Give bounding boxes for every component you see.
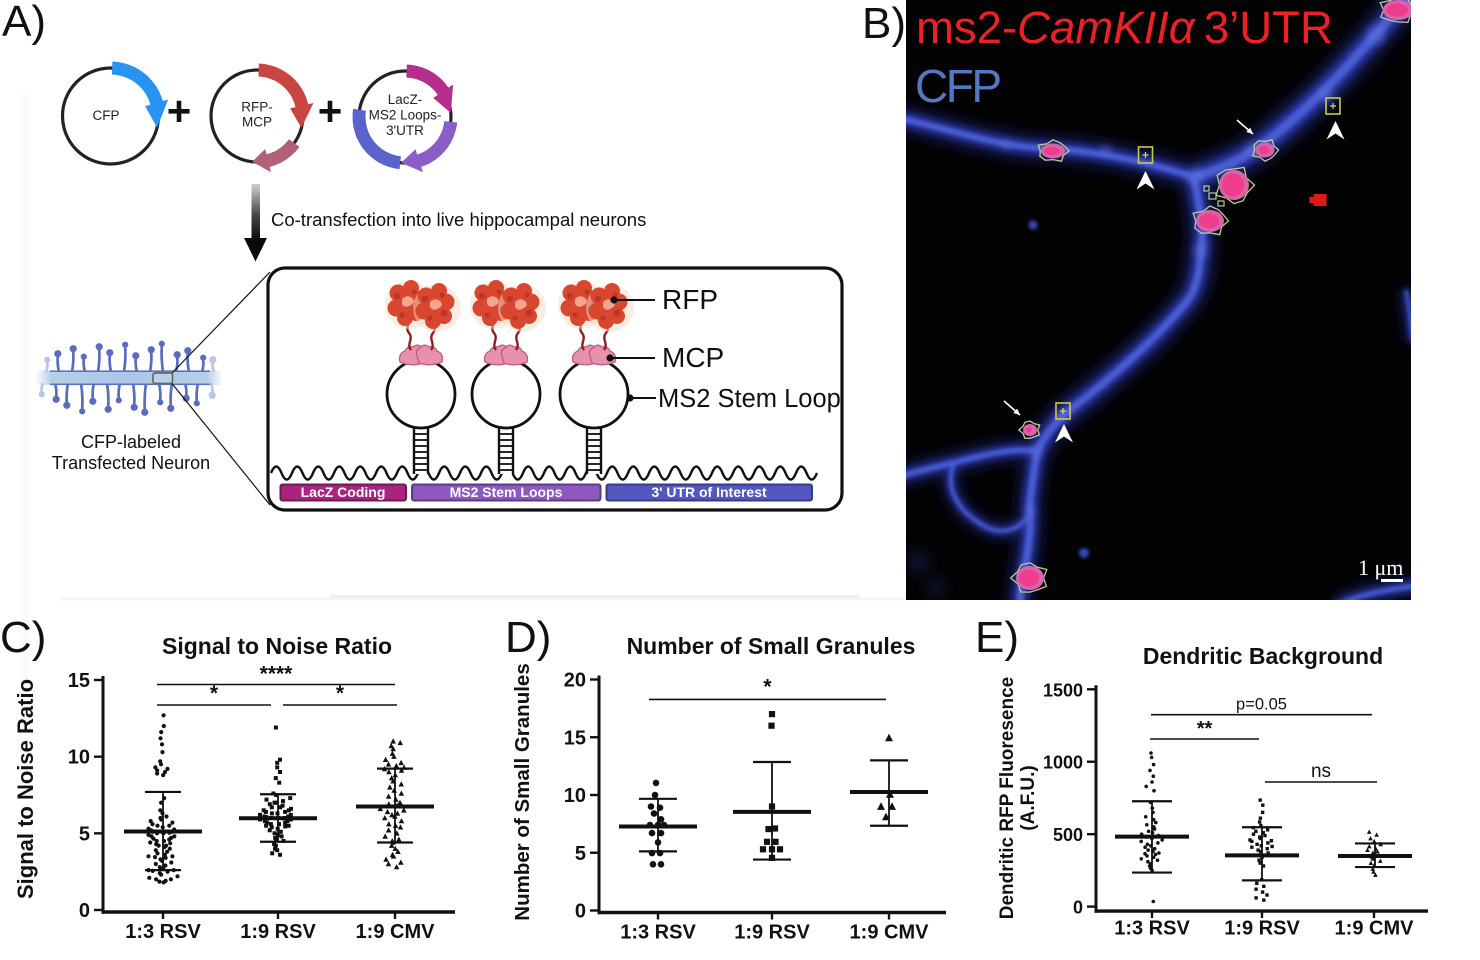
svg-text:0: 0: [575, 901, 586, 923]
svg-text:3'UTR: 3'UTR: [386, 123, 424, 138]
svg-text:Transfected Neuron: Transfected Neuron: [52, 453, 210, 473]
svg-text:15: 15: [68, 670, 90, 692]
svg-text:5: 5: [79, 823, 90, 845]
svg-text:B): B): [862, 0, 906, 48]
svg-text:1:3 RSV: 1:3 RSV: [620, 922, 696, 944]
svg-text:Dendritic Background: Dendritic Background: [1143, 643, 1383, 669]
svg-text:RFP-: RFP-: [241, 100, 273, 115]
svg-text:1 μm: 1 μm: [1358, 555, 1403, 580]
svg-text:1:9 CMV: 1:9 CMV: [850, 922, 930, 944]
svg-text:0: 0: [79, 900, 90, 922]
svg-text:MCP: MCP: [242, 115, 272, 130]
svg-text:20: 20: [564, 670, 586, 692]
svg-text:1:3 RSV: 1:3 RSV: [125, 921, 201, 943]
svg-text:Number of Small Granules: Number of Small Granules: [627, 633, 916, 659]
svg-text:LacZ Coding: LacZ Coding: [301, 484, 386, 500]
svg-text:+: +: [318, 88, 343, 135]
svg-text:1000: 1000: [1043, 753, 1083, 773]
svg-text:Signal to Noise Ratio: Signal to Noise Ratio: [162, 633, 392, 659]
svg-text:E): E): [975, 613, 1019, 662]
svg-text:15: 15: [564, 727, 586, 749]
svg-text:1:9 CMV: 1:9 CMV: [356, 921, 436, 943]
svg-text:*: *: [763, 675, 772, 698]
svg-text:CFP: CFP: [915, 60, 1000, 112]
svg-text:****: ****: [260, 663, 294, 686]
svg-text:+: +: [167, 88, 192, 135]
svg-text:RFP: RFP: [662, 284, 718, 315]
svg-text:3' UTR of Interest: 3' UTR of Interest: [651, 484, 767, 500]
svg-text:*: *: [210, 682, 219, 705]
svg-text:*: *: [336, 682, 345, 705]
svg-text:ms2-CamKIIα 3’UTR: ms2-CamKIIα 3’UTR: [916, 2, 1333, 53]
svg-text:Signal to Noise Ratio: Signal to Noise Ratio: [13, 679, 38, 899]
svg-text:ns: ns: [1311, 761, 1331, 782]
svg-text:1500: 1500: [1043, 680, 1083, 700]
svg-text:10: 10: [564, 785, 586, 807]
svg-text:CFP-labeled: CFP-labeled: [81, 432, 181, 452]
svg-text:p=0.05: p=0.05: [1236, 696, 1287, 714]
svg-text:1:9 RSV: 1:9 RSV: [734, 922, 810, 944]
svg-text:MS2 Stem Loop: MS2 Stem Loop: [658, 385, 841, 413]
svg-text:(A.F.U.): (A.F.U.): [1018, 765, 1039, 830]
svg-text:1:3 RSV: 1:3 RSV: [1114, 918, 1190, 940]
svg-text:0: 0: [1073, 898, 1083, 918]
svg-text:10: 10: [68, 747, 90, 769]
svg-text:1:9 CMV: 1:9 CMV: [1335, 918, 1415, 940]
svg-text:**: **: [1197, 718, 1213, 740]
svg-text:LacZ-: LacZ-: [388, 92, 423, 107]
svg-text:CFP: CFP: [93, 108, 120, 123]
svg-text:500: 500: [1053, 825, 1083, 845]
svg-text:A): A): [2, 0, 46, 46]
svg-text:C): C): [0, 613, 46, 662]
svg-text:MS2 Loops-: MS2 Loops-: [369, 108, 442, 123]
svg-text:Co-transfection into live hipp: Co-transfection into live hippocampal ne…: [271, 209, 646, 230]
svg-text:5: 5: [575, 843, 586, 865]
svg-text:1:9 RSV: 1:9 RSV: [1224, 918, 1300, 940]
svg-text:1:9 RSV: 1:9 RSV: [240, 921, 316, 943]
svg-text:MCP: MCP: [662, 342, 724, 373]
svg-text:Dendritic RFP Fluoresence: Dendritic RFP Fluoresence: [997, 677, 1018, 920]
svg-text:Number of Small Granules: Number of Small Granules: [511, 663, 534, 920]
svg-text:MS2 Stem Loops: MS2 Stem Loops: [450, 484, 563, 500]
svg-text:D): D): [505, 613, 551, 662]
